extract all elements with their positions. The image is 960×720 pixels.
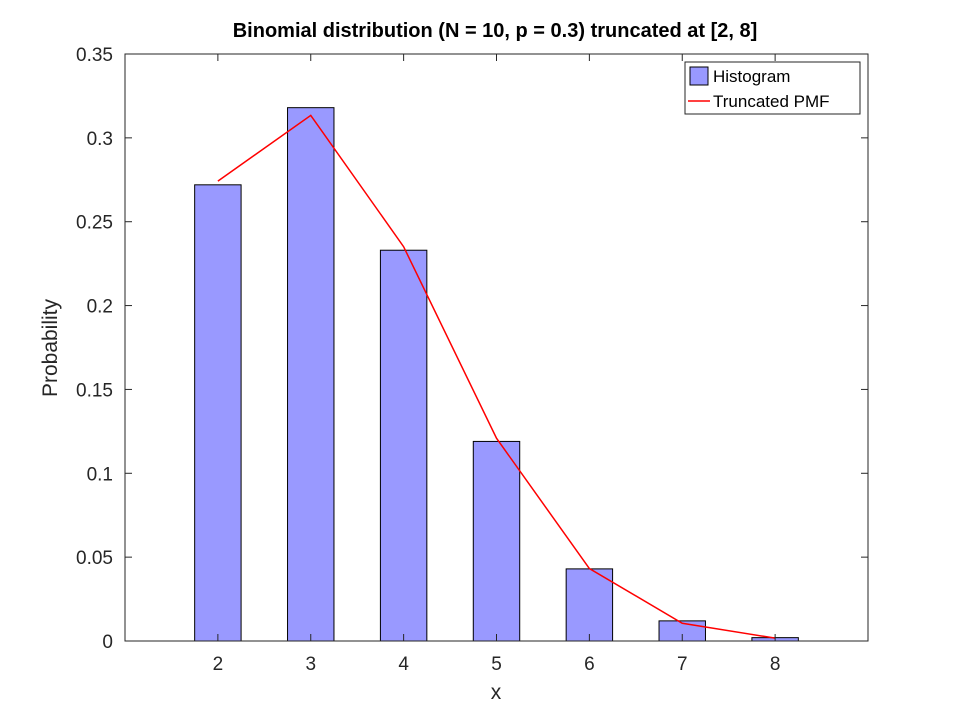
y-tick-label: 0.25 [76, 213, 113, 234]
legend-box [684, 61, 861, 115]
y-axis-ticks: 0 0.05 0.1 0.15 0.2 0.25 0.3 0.35 [76, 45, 868, 653]
y-tick-label: 0.35 [76, 45, 113, 66]
y-tick-label: 0.2 [87, 297, 113, 318]
x-axis-ticks: 2 3 4 5 6 7 8 [213, 54, 781, 675]
bar-x-6 [565, 568, 614, 642]
y-tick-label: 0 [102, 632, 113, 653]
y-tick-label: 0.05 [76, 548, 113, 569]
bar-x-5 [472, 440, 521, 642]
bar-x-2 [194, 184, 242, 642]
y-tick-label: 0.1 [87, 464, 113, 485]
chart-title: Binomial distribution (N = 10, p = 0.3) … [233, 20, 758, 42]
bar-x-3 [287, 107, 335, 642]
y-tick-label: 0.3 [87, 129, 113, 150]
x-axis-label: x [491, 681, 502, 704]
legend-pmf-label: Truncated PMF [713, 92, 830, 111]
truncated-pmf-line [217, 114, 776, 639]
legend-histogram-label: Histogram [713, 67, 790, 86]
y-axis-label: Probability [39, 298, 62, 397]
pmf-line-group [217, 114, 776, 639]
x-tick-label: 6 [584, 654, 595, 675]
legend: Histogram Truncated PMF [684, 61, 861, 115]
x-tick-label: 7 [677, 654, 688, 675]
x-tick-label: 2 [213, 654, 224, 675]
bar-x-4 [379, 249, 428, 642]
x-tick-label: 3 [305, 654, 316, 675]
x-tick-label: 5 [491, 654, 502, 675]
histogram-bars [194, 107, 799, 642]
x-tick-label: 8 [770, 654, 781, 675]
x-tick-label: 4 [398, 654, 409, 675]
y-tick-label: 0.15 [76, 380, 113, 401]
legend-histogram-swatch [689, 66, 709, 86]
